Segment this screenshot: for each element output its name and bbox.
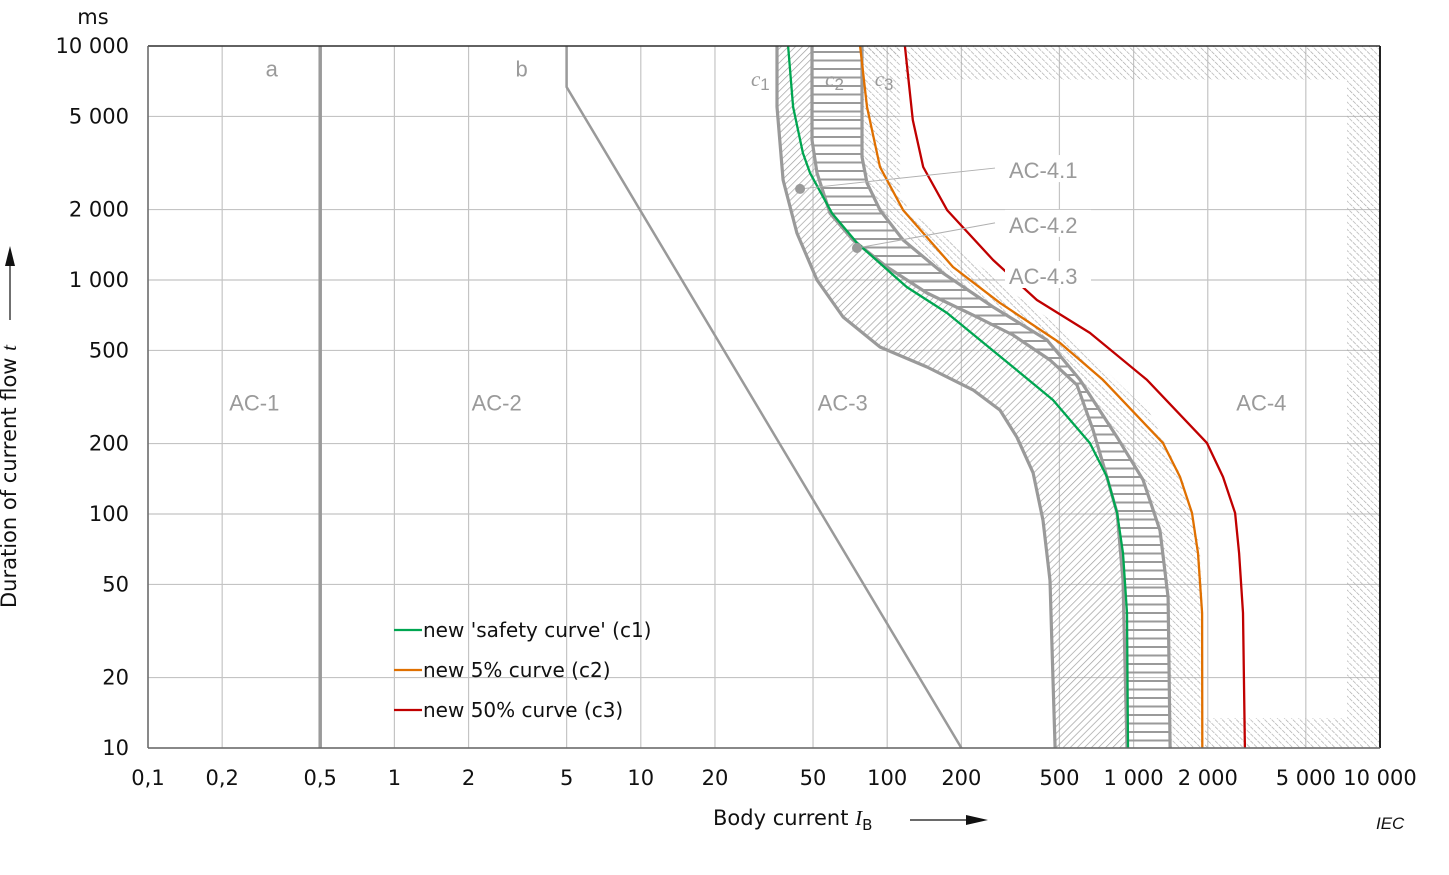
x-tick-label: 500: [1039, 766, 1079, 790]
x-tick-label: 20: [702, 766, 729, 790]
y-tick-label: 20: [102, 666, 129, 690]
x-tick-label: 1 000: [1104, 766, 1164, 790]
label-background: [1005, 209, 1091, 237]
curve-label-c1: c1: [751, 67, 770, 94]
zone-label: AC-2: [472, 390, 522, 415]
curve-subscript: 3: [884, 75, 893, 94]
x-tick-label: 2 000: [1178, 766, 1238, 790]
y-axis-symbol: t: [0, 344, 21, 351]
x-tick-label: 1: [388, 766, 401, 790]
y-axis-title: Duration of current flow t: [0, 344, 21, 608]
legend-label-3: new 50% curve (c3): [423, 698, 623, 722]
series-line-2: [858, 46, 1204, 748]
boundary-c2: [860, 46, 1172, 748]
x-tick-label: 10: [627, 766, 654, 790]
y-unit: ms: [77, 5, 108, 29]
series-line-1: [786, 46, 1130, 748]
zone-sublabel: AC-4.1: [1009, 158, 1077, 183]
curve-label-c2: c2: [825, 67, 844, 94]
y-tick-label: 100: [89, 502, 129, 526]
legend-label-2: new 5% curve (c2): [423, 658, 611, 682]
leader-dot: [851, 243, 862, 254]
curve-label: b: [515, 57, 527, 82]
x-tick-label: 50: [800, 766, 827, 790]
series-lines: [786, 46, 1247, 748]
zone-sublabel: AC-4.2: [1009, 213, 1077, 238]
curve-letter: c: [825, 67, 835, 91]
y-tick-label: 2 000: [69, 198, 129, 222]
x-tick-label: 200: [941, 766, 981, 790]
y-tick-label: 1 000: [69, 268, 129, 292]
x-tick-label: 5 000: [1276, 766, 1336, 790]
label-background: [1005, 155, 1091, 183]
boundary-b: [565, 46, 963, 748]
boundary-c1-left: [775, 46, 1057, 748]
x-tick-label: 10 000: [1343, 766, 1416, 790]
x-tick-label: 100: [867, 766, 907, 790]
leader-line: [856, 222, 996, 249]
annotations: AC-1 AC-2 AC-3 AC-4a b c1 c2 c3AC-4.1AC-4.2AC-4…: [229, 57, 1286, 416]
y-axis-label: Duration of current flow: [0, 351, 21, 608]
iec-mark: IEC: [1376, 814, 1405, 833]
x-tick-label: 2: [462, 766, 475, 790]
zone-sublabel: AC-4.3: [1009, 264, 1077, 289]
curve-label: a: [266, 57, 279, 82]
label-background: [1005, 261, 1091, 289]
y-axis-arrow: [5, 246, 15, 320]
curve-subscript: 1: [760, 75, 769, 94]
curve-label-c3: c3: [875, 67, 894, 94]
zone-ac4-3-region: [862, 46, 1203, 748]
zone-label: AC-3: [818, 390, 868, 415]
y-tick-label: 10: [102, 736, 129, 760]
leader-line: [800, 167, 996, 190]
tick-labels: 0,1 0,2 0,5 1 2 5 10 20 50 100 200 500 1 000 2 000 5 0…: [56, 34, 1417, 790]
zone-label: AC-4: [1236, 390, 1286, 415]
plot-frame: [147, 45, 1381, 749]
x-tick-label: 0,5: [304, 766, 337, 790]
y-tick-label: 200: [89, 432, 129, 456]
legend: new 'safety curve' (c1) new 5% curve (c2)…: [394, 618, 651, 722]
x-tick-label: 0,1: [131, 766, 164, 790]
leader-dot: [795, 183, 806, 194]
y-tick-label: 5 000: [69, 104, 129, 128]
curve-letter: c: [875, 67, 885, 91]
curve-letter: c: [751, 67, 761, 91]
svg-text:Duration of current flow t: Duration of current flow t: [0, 344, 21, 608]
x-tick-label: 5: [560, 766, 573, 790]
zone-ac4-2-region: [812, 46, 1171, 748]
curve-subscript: 2: [834, 75, 843, 94]
x-axis-title: Body current IB: [713, 806, 872, 834]
x-axis-arrow: [910, 815, 988, 825]
y-tick-label: 500: [89, 338, 129, 362]
zone-label: AC-1: [229, 390, 279, 415]
x-tick-label: 0,2: [205, 766, 238, 790]
series-line-3: [903, 46, 1247, 748]
c3-top-band: [861, 46, 901, 56]
y-tick-label: 50: [102, 572, 129, 596]
legend-label-1: new 'safety curve' (c1): [423, 618, 651, 642]
y-tick-label: 10 000: [56, 34, 129, 58]
